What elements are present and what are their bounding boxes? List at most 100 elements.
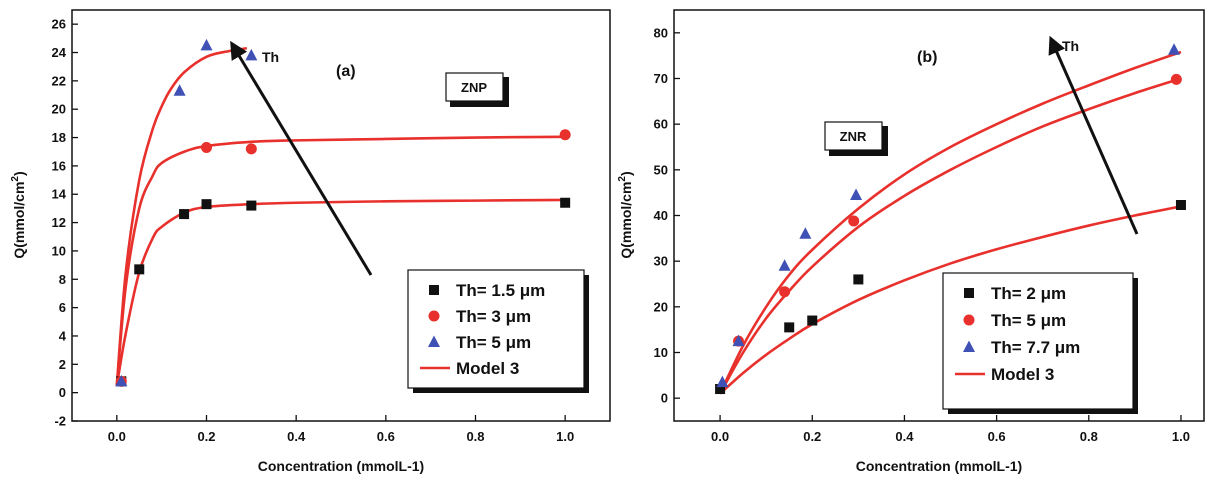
- legend-label-a-0: Th= 1.5 μm: [456, 281, 545, 300]
- data-point-b-s2-4: [850, 188, 863, 200]
- axis-ticks-a: 0.0 0.2 0.4 0.6 0.8 1.0-202468101214161820222…: [52, 17, 575, 444]
- legend-marker-b-1: [963, 314, 975, 326]
- x-tick-label-a-0: 0.0: [108, 429, 126, 444]
- box-label-text-b: ZNR: [840, 129, 867, 144]
- y-tick-label-a-14: 26: [52, 17, 66, 32]
- y-tick-label-a-1: 0: [59, 385, 66, 400]
- y-tick-label-b-3: 30: [654, 254, 668, 269]
- arrow-label-b: Th: [1062, 38, 1079, 54]
- y-tick-label-a-12: 22: [52, 73, 66, 88]
- x-tick-label-b-1: 0.2: [803, 429, 821, 444]
- x-tick-label-b-5: 1.0: [1172, 429, 1190, 444]
- y-tick-label-b-1: 10: [654, 345, 668, 360]
- legend-marker-a-0: [429, 285, 439, 295]
- legend-label-b-0: Th= 2 μm: [991, 284, 1066, 303]
- y-tick-label-a-8: 14: [52, 187, 67, 202]
- data-point-b-s0-0: [715, 384, 726, 395]
- legend-marker-a-2: [428, 335, 440, 347]
- y-tick-label-a-4: 6: [59, 300, 66, 315]
- data-point-b-s1-2: [848, 215, 860, 227]
- axis-ticks-b: 0.0 0.2 0.4 0.6 0.8 1.0 0 10 20 30 40 50 60 70 80: [654, 25, 1190, 444]
- plot-frame-a: [71, 9, 611, 422]
- x-tick-label-b-2: 0.4: [895, 429, 914, 444]
- data-point-a-s2-2: [200, 38, 213, 51]
- data-point-b-s2-1: [732, 334, 745, 347]
- data-points-a: [115, 38, 571, 387]
- legend-a: Th= 1.5 μm Th= 3 μm Th= 5 μm Model 3: [407, 269, 589, 393]
- model-curve-b-0: [719, 205, 1182, 395]
- data-point-b-s0-4: [1175, 199, 1186, 210]
- panel-b: 0.0 0.2 0.4 0.6 0.8 1.0 0 10 20 30 40 50 60 70 80 Th (…: [617, 9, 1205, 474]
- model-curve-b-2: [718, 50, 1182, 395]
- legend-label-b-3: Model 3: [991, 365, 1054, 384]
- data-point-a-s1-1: [201, 141, 212, 153]
- data-point-a-s1-2: [245, 143, 257, 155]
- model-curve-a-1: [115, 135, 566, 386]
- box-label-znr: ZNR: [824, 121, 888, 156]
- y-tick-label-a-6: 10: [52, 243, 66, 258]
- x-tick-label-a-3: 0.6: [377, 429, 395, 444]
- data-point-b-s2-2: [778, 259, 791, 271]
- x-tick-label-a-2: 0.4: [287, 429, 306, 444]
- y-tick-label-a-2: 2: [59, 357, 66, 372]
- x-tick-label-a-1: 0.2: [197, 429, 215, 444]
- model-curve-b-1: [718, 77, 1182, 395]
- data-point-b-s1-1: [779, 286, 791, 298]
- legend-marker-b-2: [963, 340, 975, 352]
- box-label-text-a: ZNP: [461, 80, 487, 95]
- panel-label-a: (a): [336, 63, 356, 80]
- x-axis-title-b: Concentration (mmolL-1): [856, 458, 1022, 474]
- y-tick-label-a-0: -2: [54, 414, 66, 429]
- y-tick-label-a-13: 24: [52, 45, 67, 60]
- x-tick-label-a-5: 1.0: [556, 429, 574, 444]
- y-tick-label-b-8: 80: [654, 25, 668, 40]
- th-arrow-b: [1048, 35, 1139, 235]
- y-tick-label-a-10: 18: [52, 130, 66, 145]
- legend-marker-b-0: [964, 288, 974, 298]
- y-tick-label-b-6: 60: [654, 117, 668, 132]
- panel-a: 0.0 0.2 0.4 0.6 0.8 1.0-202468101214161820222…: [10, 9, 611, 474]
- arrow-label-a: Th: [262, 49, 279, 65]
- data-point-a-s2-0: [115, 374, 128, 387]
- y-axis-title-b-main: Q(mmol/cm: [618, 182, 634, 259]
- data-point-b-s0-1: [784, 322, 795, 333]
- y-tick-label-b-7: 70: [654, 71, 668, 86]
- data-point-b-s2-5: [1168, 43, 1181, 55]
- model-curves-b: [718, 50, 1182, 395]
- y-tick-label-a-11: 20: [52, 102, 66, 117]
- y-axis-title-a-main: Q(mmol/cm: [11, 182, 27, 259]
- data-point-a-s0-4: [246, 200, 257, 211]
- y-tick-label-a-7: 12: [52, 215, 66, 230]
- x-tick-label-b-3: 0.6: [988, 429, 1006, 444]
- data-point-a-s1-3: [559, 129, 571, 141]
- data-points-b: [715, 43, 1186, 395]
- y-tick-label-a-5: 8: [59, 272, 66, 287]
- legend-marker-a-1: [428, 310, 440, 322]
- y-axis-title-b-sup: 2: [617, 176, 628, 182]
- legend-label-b-2: Th= 7.7 μm: [991, 338, 1080, 357]
- y-tick-label-a-3: 4: [59, 328, 67, 343]
- data-point-b-s2-3: [799, 227, 812, 239]
- panel-label-b: (b): [917, 49, 937, 66]
- data-point-a-s0-3: [201, 199, 212, 210]
- data-point-b-s1-3: [1170, 73, 1182, 85]
- data-point-a-s0-1: [134, 264, 145, 275]
- x-tick-label-b-0: 0.0: [711, 429, 729, 444]
- y-tick-label-b-2: 20: [654, 299, 668, 314]
- data-point-a-s0-5: [560, 197, 571, 208]
- th-arrow-a: [230, 40, 373, 276]
- data-point-a-s0-2: [179, 209, 190, 220]
- data-point-b-s0-2: [807, 315, 818, 326]
- data-point-b-s2-0: [716, 375, 729, 388]
- y-tick-label-b-5: 50: [654, 162, 668, 177]
- x-axis-title-a: Concentration (mmolL-1): [258, 458, 424, 474]
- y-tick-label-b-0: 0: [661, 391, 668, 406]
- y-tick-label-a-9: 16: [52, 158, 66, 173]
- legend-label-b-1: Th= 5 μm: [991, 311, 1066, 330]
- data-point-a-s2-3: [245, 48, 258, 61]
- y-axis-title-b: Q(mmol/cm2): [617, 171, 634, 258]
- model-curve-a-2: [115, 46, 248, 386]
- x-tick-label-b-4: 0.8: [1080, 429, 1098, 444]
- legend-b: Th= 2 μm Th= 5 μm Th= 7.7 μm Model 3: [942, 272, 1138, 414]
- data-point-b-s0-3: [853, 274, 864, 285]
